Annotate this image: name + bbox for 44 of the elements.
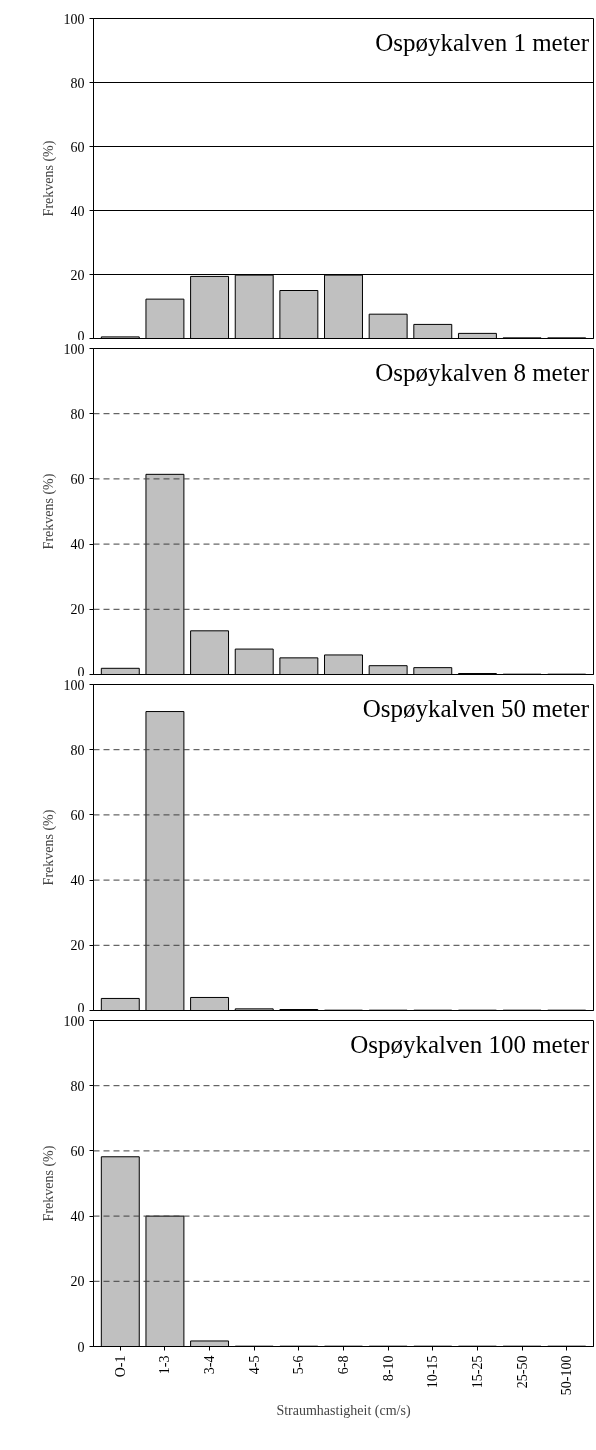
y-tick-label: 100: [63, 1013, 85, 1029]
y-tick-label: 60: [70, 807, 85, 823]
y-tick-label: 40: [70, 203, 85, 219]
y-tick-label: 0: [77, 664, 85, 680]
y-axis-title: Frekvens (%): [40, 140, 57, 217]
y-tick-label: 100: [63, 11, 85, 27]
x-tick-label: 10-15: [425, 1355, 441, 1389]
chart-title: Ospøykalven 100 meter: [350, 1030, 590, 1058]
x-tick-label: O-1: [112, 1355, 128, 1378]
y-tick-label: 80: [70, 742, 85, 758]
y-tick-label: 40: [70, 1209, 85, 1225]
y-axis-title: Frekvens (%): [40, 473, 57, 550]
y-tick-label: 100: [63, 341, 85, 357]
y-axis-title: Frekvens (%): [40, 809, 57, 886]
x-tick-label: 4-5: [246, 1355, 262, 1375]
y-tick-label: 40: [70, 873, 85, 889]
x-tick-label: 1-3: [157, 1355, 173, 1375]
y-tick-label: 0: [77, 1000, 85, 1016]
x-tick-label: 15-25: [469, 1355, 485, 1389]
y-tick-label: 60: [70, 471, 85, 487]
y-tick-label: 0: [77, 328, 85, 344]
y-tick-label: 80: [70, 1078, 85, 1094]
y-tick-label: 40: [70, 537, 85, 553]
y-tick-label: 20: [70, 1274, 85, 1290]
y-tick-label: 80: [70, 406, 85, 422]
y-tick-label: 100: [63, 677, 85, 693]
x-tick-label: 5-6: [291, 1355, 307, 1375]
y-tick-label: 60: [70, 1143, 85, 1159]
x-tick-label: 25-50: [514, 1355, 530, 1389]
y-tick-label: 60: [70, 139, 85, 155]
y-tick-label: 80: [70, 75, 85, 91]
x-tick-label: 3-4: [202, 1355, 218, 1375]
chart-title: Ospøykalven 8 meter: [375, 358, 590, 386]
x-tick-label: 50-100: [559, 1355, 575, 1396]
y-tick-label: 20: [70, 602, 85, 618]
y-tick-label: 20: [70, 938, 85, 954]
x-tick-label: 8-10: [380, 1355, 396, 1382]
y-axis-title: Frekvens (%): [40, 1145, 57, 1222]
chart-title: Ospøykalven 1 meter: [375, 28, 590, 56]
x-axis-title: Straumhastigheit (cm/s): [276, 1403, 411, 1420]
x-tick-label: 6-8: [336, 1355, 351, 1375]
y-tick-label: 0: [77, 1339, 85, 1355]
y-tick-label: 20: [70, 267, 85, 283]
chart-title: Ospøykalven 50 meter: [362, 694, 590, 722]
